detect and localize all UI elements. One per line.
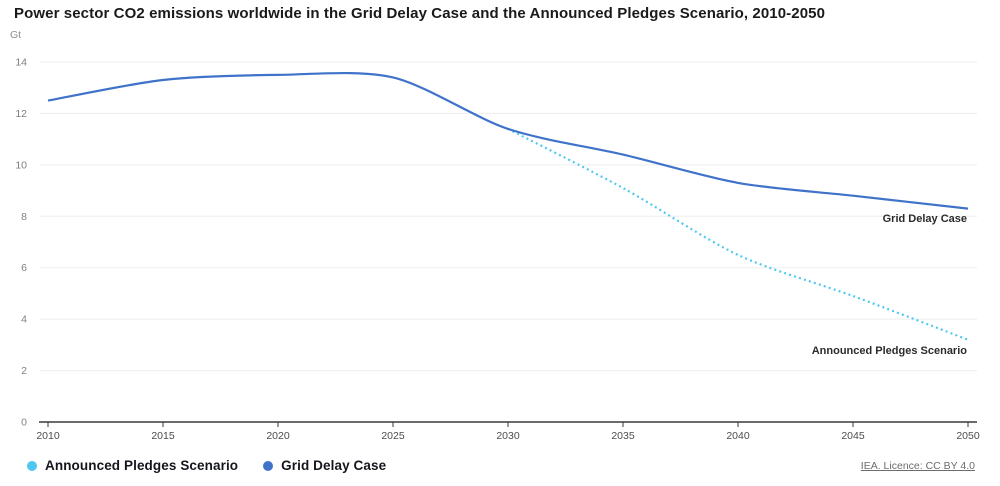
legend-dot-icon [263,460,274,471]
legend-item-announced-pledges-scenario[interactable]: Announced Pledges Scenario [27,458,238,473]
svg-text:2010: 2010 [36,430,60,442]
svg-text:0: 0 [21,417,27,429]
svg-text:2: 2 [21,365,27,377]
legend-label: Announced Pledges Scenario [45,458,239,473]
svg-text:6: 6 [21,262,27,274]
line-label-announced-pledges-scenario: Announced Pledges Scenario [811,344,967,357]
legend-label: Grid Delay Case [281,458,387,473]
svg-text:2030: 2030 [496,430,520,442]
svg-text:2050: 2050 [956,430,980,442]
licence-link[interactable]: IEA. Licence: CC BY 4.0 [860,460,975,472]
svg-text:2015: 2015 [151,430,175,442]
svg-text:12: 12 [15,108,27,120]
svg-text:2020: 2020 [266,430,290,442]
svg-text:2040: 2040 [726,430,750,442]
svg-text:14: 14 [15,57,27,69]
line-label-grid-delay-case: Grid Delay Case [882,212,967,225]
svg-text:10: 10 [15,159,27,171]
legend: Announced Pledges Scenario Grid Delay Ca… [27,458,386,473]
svg-text:8: 8 [21,211,27,223]
svg-text:2025: 2025 [381,430,405,442]
y-axis-unit-label: Gt [10,29,22,41]
svg-text:4: 4 [21,314,27,326]
chart-title: Power sector CO2 emissions worldwide in … [14,5,826,22]
svg-text:2045: 2045 [841,430,865,442]
legend-item-grid-delay-case[interactable]: Grid Delay Case [263,458,386,473]
svg-text:2035: 2035 [611,430,635,442]
legend-dot-icon [27,460,37,471]
